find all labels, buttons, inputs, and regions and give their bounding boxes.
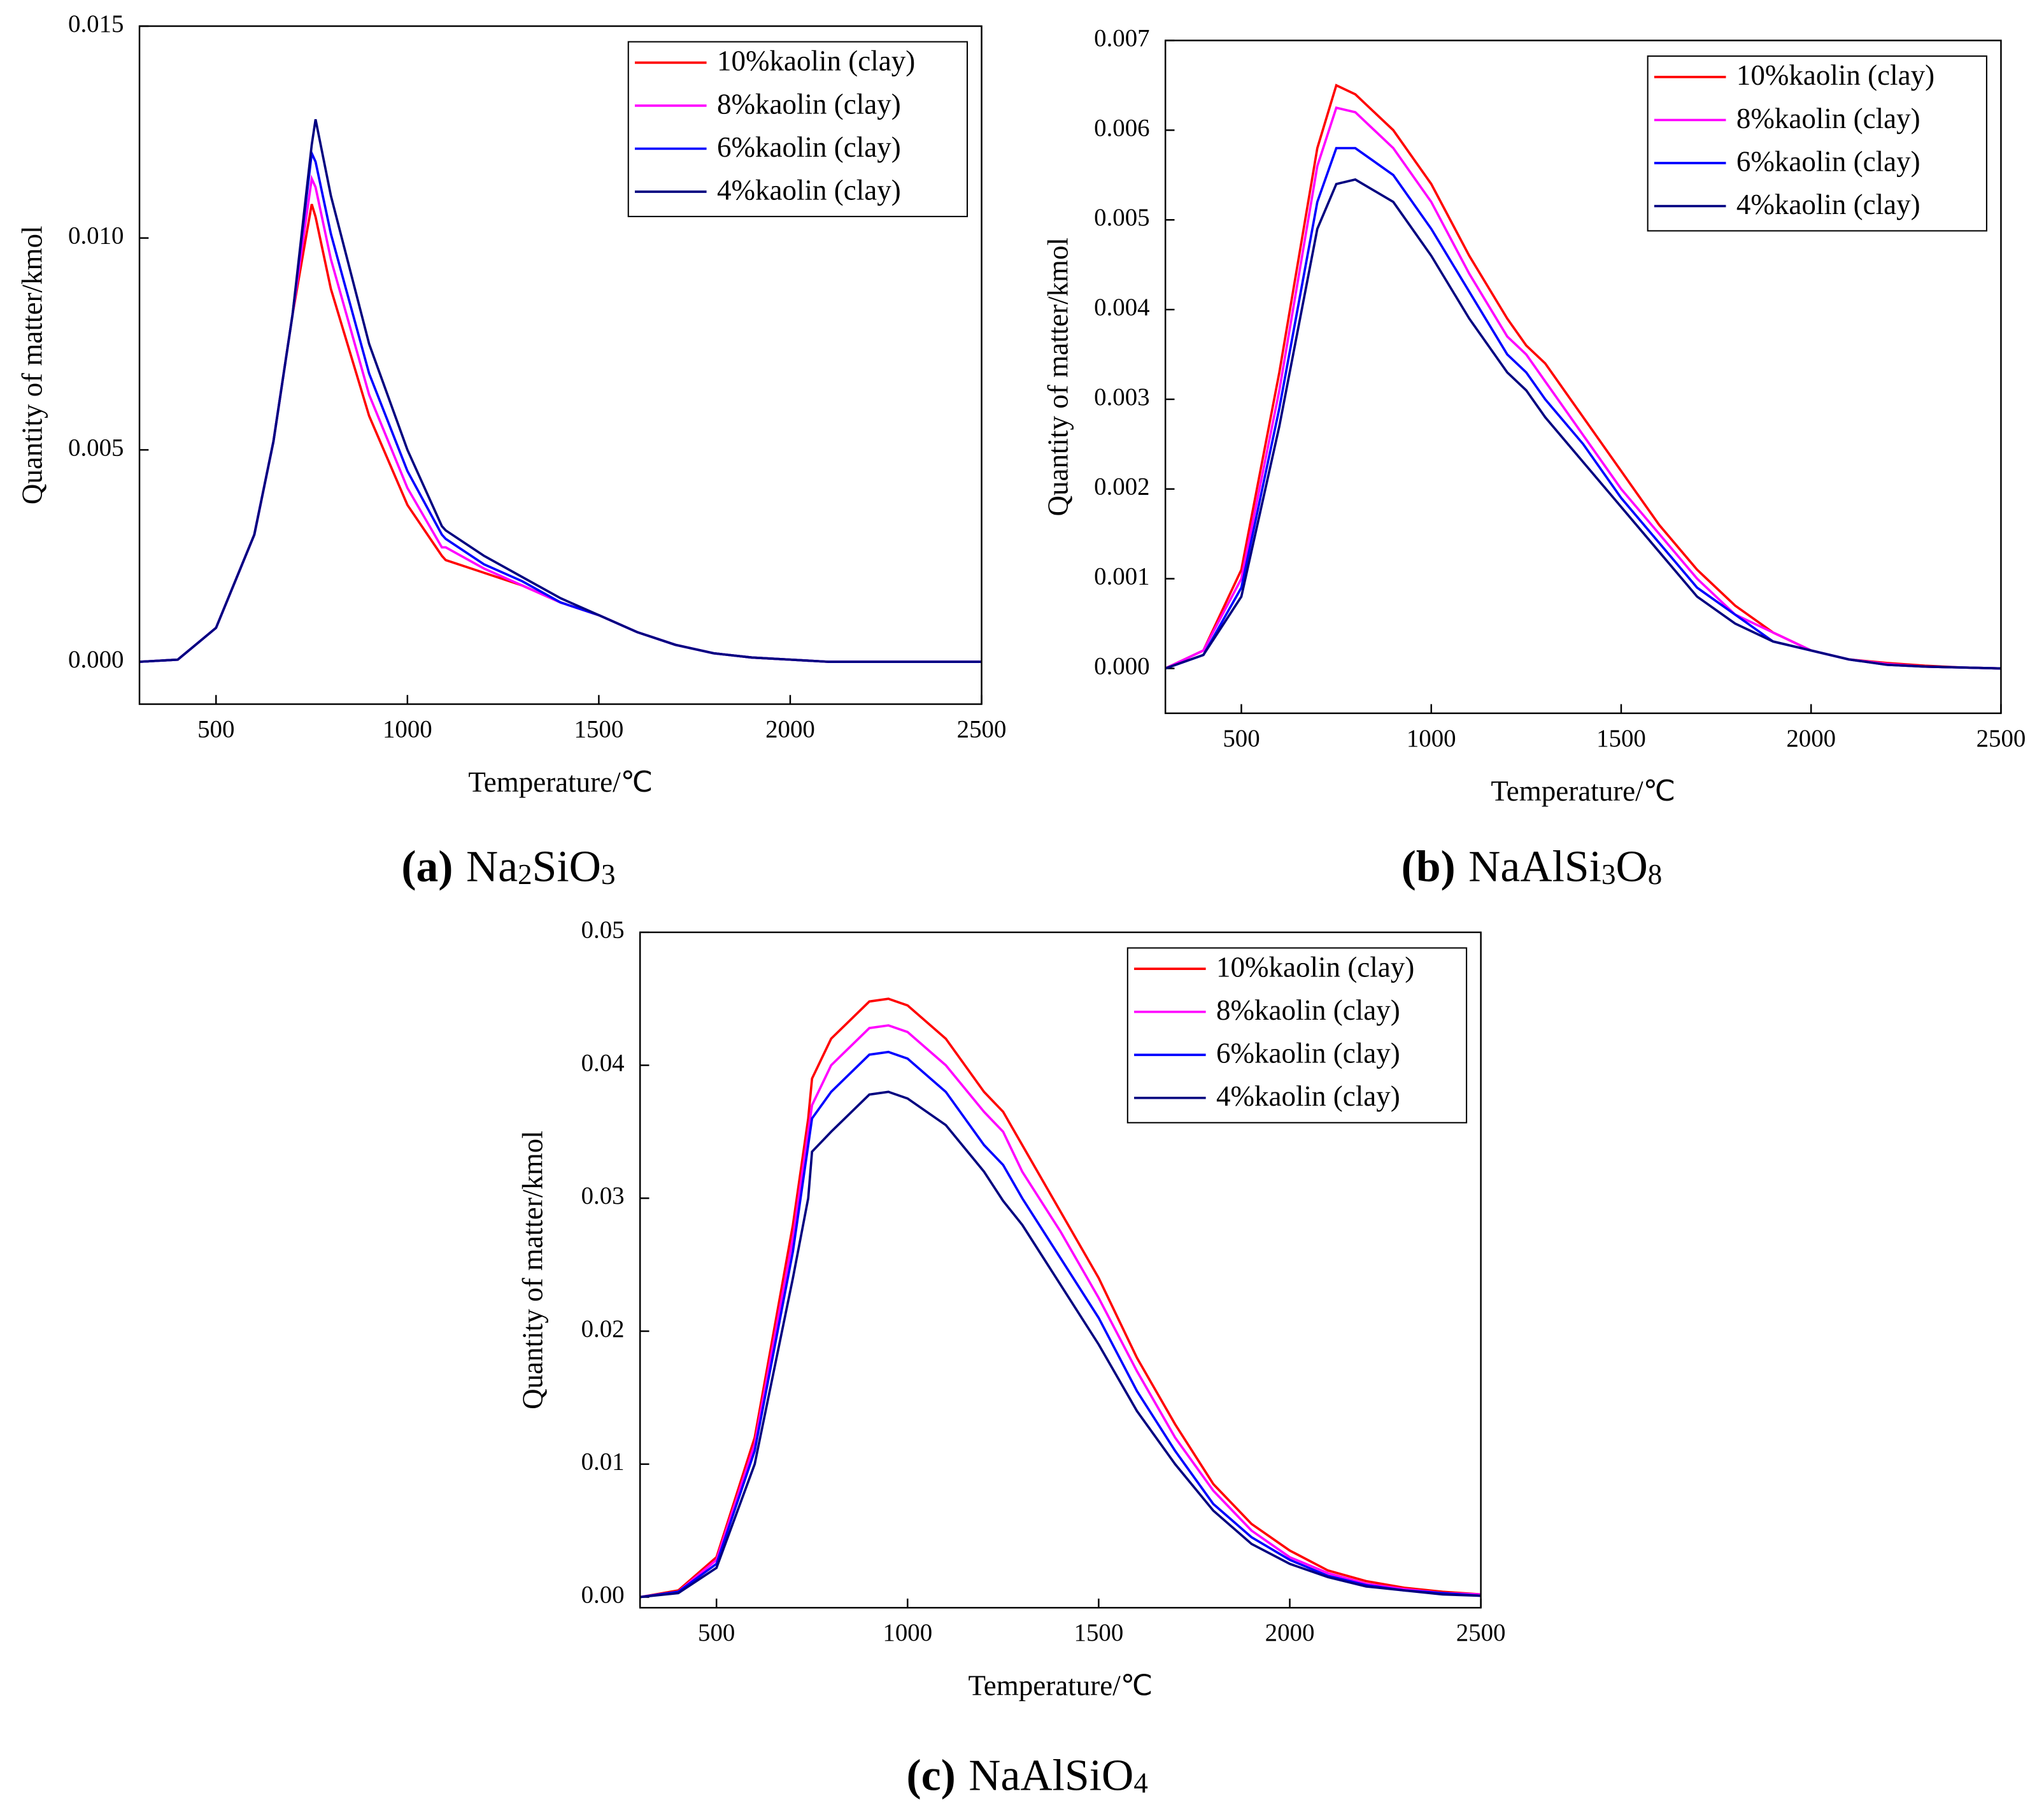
legend-label: 6%kaolin (clay)	[1216, 1038, 1400, 1069]
plot-frame	[1164, 39, 2002, 715]
y-tick-label: 0.000	[1094, 652, 1149, 680]
x-axis-title: Temperature/℃	[968, 1670, 1153, 1702]
y-tick-label: 0.02	[581, 1315, 625, 1343]
caption: (a) Na2SiO3	[401, 843, 615, 892]
x-tick-label: 1000	[883, 1619, 932, 1646]
x-axis-title: Temperature/℃	[1491, 775, 1675, 807]
x-tick-label: 2000	[1786, 725, 1836, 752]
legend-label: 6%kaolin (clay)	[717, 131, 901, 163]
x-tick-label: 500	[698, 1619, 735, 1646]
caption: (b) NaAlSi3O8	[1402, 843, 1663, 892]
legend-label: 4%kaolin (clay)	[717, 174, 901, 206]
legend-label: 4%kaolin (clay)	[1736, 189, 1920, 220]
x-tick-label: 500	[1223, 725, 1260, 752]
caption: (c) NaAlSiO4	[907, 1751, 1148, 1800]
legend-label: 10%kaolin (clay)	[717, 45, 915, 77]
y-tick-label: 0.010	[68, 222, 124, 250]
series-line	[139, 119, 982, 663]
y-tick-label: 0.001	[1094, 563, 1149, 590]
legend-label: 10%kaolin (clay)	[1216, 952, 1414, 983]
legend-label: 8%kaolin (clay)	[1216, 994, 1400, 1026]
x-tick-label: 2000	[1265, 1619, 1315, 1646]
legend-label: 8%kaolin (clay)	[1736, 103, 1920, 134]
y-tick-label: 0.05	[581, 917, 625, 944]
x-tick-label: 1000	[1407, 725, 1456, 752]
x-tick-label: 1000	[383, 715, 432, 743]
x-tick-label: 2500	[1977, 725, 2026, 752]
legend-label: 8%kaolin (clay)	[717, 88, 901, 120]
legend-label: 4%kaolin (clay)	[1216, 1080, 1400, 1112]
plot-frame	[639, 931, 1482, 1609]
legend-label: 10%kaolin (clay)	[1736, 59, 1934, 91]
legend-box	[627, 41, 969, 217]
caption-label: (c)	[907, 1751, 956, 1800]
caption-label: (b)	[1402, 843, 1456, 892]
caption-formula: NaAlSi3O8	[1468, 843, 1662, 892]
series-line	[1165, 178, 2001, 670]
y-tick-label: 0.00	[581, 1581, 625, 1608]
caption-formula: NaAlSiO4	[969, 1751, 1148, 1800]
x-tick-label: 2500	[957, 715, 1007, 743]
x-tick-label: 1500	[1596, 725, 1646, 752]
x-tick-label: 1500	[1074, 1619, 1124, 1646]
series-line	[639, 997, 1481, 1599]
series-line	[139, 203, 982, 663]
y-tick-label: 0.003	[1094, 383, 1149, 411]
legend-label: 6%kaolin (clay)	[1736, 145, 1920, 177]
y-tick-label: 0.000	[68, 646, 124, 673]
y-tick-label: 0.03	[581, 1182, 625, 1209]
y-tick-label: 0.015	[68, 10, 124, 38]
y-axis-title: Quantity of matter/kmol	[1042, 238, 1074, 517]
y-tick-label: 0.007	[1094, 24, 1149, 52]
y-tick-label: 0.04	[581, 1049, 625, 1076]
x-tick-label: 500	[197, 715, 234, 743]
y-tick-label: 0.004	[1094, 294, 1149, 321]
y-axis-title: Quantity of matter/kmol	[517, 1131, 549, 1409]
y-tick-label: 0.005	[68, 434, 124, 461]
x-axis-title: Temperature/℃	[468, 766, 653, 798]
y-tick-label: 0.005	[1094, 204, 1149, 231]
caption-formula: Na2SiO3	[466, 843, 615, 892]
y-tick-label: 0.002	[1094, 473, 1149, 501]
y-axis-title: Quantity of matter/kmol	[17, 226, 48, 505]
series-line	[139, 174, 982, 663]
legend-box	[1126, 947, 1468, 1124]
y-tick-label: 0.006	[1094, 114, 1149, 141]
series-line	[639, 1090, 1481, 1599]
y-tick-label: 0.01	[581, 1448, 625, 1476]
x-tick-label: 1500	[574, 715, 624, 743]
series-line	[139, 148, 982, 663]
series-line	[639, 1050, 1481, 1599]
caption-label: (a)	[401, 843, 453, 892]
x-tick-label: 2000	[765, 715, 815, 743]
x-tick-label: 2500	[1456, 1619, 1506, 1646]
series-line	[639, 1024, 1481, 1599]
legend-box	[1647, 55, 1987, 232]
plot-frame	[138, 25, 983, 705]
